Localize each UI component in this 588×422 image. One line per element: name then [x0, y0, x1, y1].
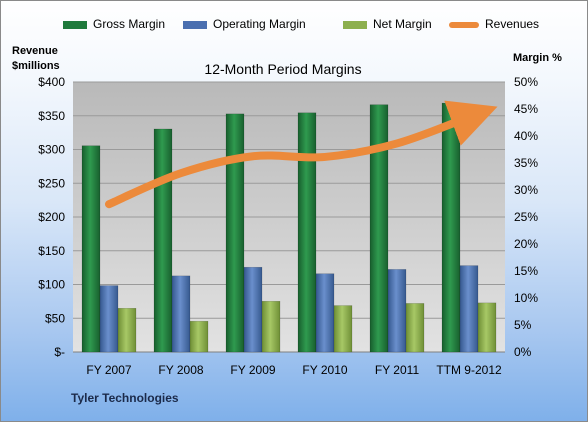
legend-item-gross: Gross Margin — [63, 17, 165, 31]
bar-gross-margin — [225, 113, 245, 353]
left-tick-label: $50 — [45, 311, 65, 325]
left-axis-title: Revenue $millions — [12, 44, 60, 74]
x-tick-label: FY 2007 — [86, 363, 131, 377]
bar-operating-margin — [171, 275, 191, 353]
bar-operating-margin — [99, 285, 119, 353]
right-tick-label: 25% — [514, 210, 538, 224]
left-axis-title-line2: $millions — [12, 60, 60, 72]
right-tick-label: 15% — [514, 264, 538, 278]
legend-item-net: Net Margin — [343, 17, 432, 31]
bar-net-margin — [405, 303, 425, 353]
left-axis-title-line1: Revenue — [12, 45, 58, 57]
right-tick-label: 30% — [514, 183, 538, 197]
x-tick-label: FY 2010 — [302, 363, 347, 377]
right-tick-label: 45% — [514, 102, 538, 116]
left-tick-label: $350 — [38, 109, 65, 123]
bar-operating-margin — [387, 269, 407, 353]
left-tick-label: $200 — [38, 210, 65, 224]
right-tick-label: 0% — [514, 345, 532, 359]
left-tick-label: $250 — [38, 176, 65, 190]
legend-swatch-operating — [183, 20, 207, 29]
left-tick-label: $- — [54, 345, 65, 359]
right-tick-label: 20% — [514, 237, 538, 251]
legend-swatch-gross — [63, 20, 87, 29]
bar-operating-margin — [459, 265, 479, 353]
right-tick-label: 40% — [514, 129, 538, 143]
bar-operating-margin — [315, 273, 335, 353]
bar-gross-margin — [441, 102, 461, 353]
left-tick-label: $100 — [38, 278, 65, 292]
x-tick-label: FY 2008 — [158, 363, 203, 377]
legend-label-net: Net Margin — [373, 17, 432, 31]
right-tick-label: 5% — [514, 318, 532, 332]
bar-net-margin — [477, 302, 497, 353]
legend-swatch-net — [343, 20, 367, 29]
right-tick-label: 10% — [514, 291, 538, 305]
legend-item-revenues: Revenues — [449, 17, 539, 31]
bar-gross-margin — [153, 128, 173, 353]
x-tick-label: TTM 9-2012 — [436, 363, 502, 377]
left-tick-label: $300 — [38, 143, 65, 157]
bar-net-margin — [261, 300, 281, 353]
chart-title: 12-Month Period Margins — [204, 61, 361, 77]
legend-label-gross: Gross Margin — [93, 17, 166, 31]
legend-swatch-revenues — [449, 21, 479, 28]
bar-net-margin — [189, 320, 209, 353]
right-tick-label: 35% — [514, 156, 538, 170]
right-axis-title: Margin % — [513, 52, 562, 64]
bar-gross-margin — [369, 104, 389, 353]
x-tick-label: FY 2009 — [230, 363, 275, 377]
bar-net-margin — [117, 308, 137, 353]
company-name: Tyler Technologies — [71, 391, 179, 405]
x-tick-label: FY 2011 — [375, 363, 420, 377]
bar-gross-margin — [297, 112, 317, 353]
bar-net-margin — [333, 305, 353, 353]
legend-item-operating: Operating Margin — [183, 17, 306, 31]
legend-label-operating: Operating Margin — [213, 17, 306, 31]
legend-label-revenues: Revenues — [485, 17, 540, 31]
bar-operating-margin — [243, 266, 263, 353]
right-tick-label: 50% — [514, 75, 538, 89]
bar-gross-margin — [81, 145, 101, 353]
revenues-line — [105, 100, 498, 209]
left-tick-label: $150 — [38, 244, 65, 258]
left-tick-label: $400 — [38, 75, 65, 89]
